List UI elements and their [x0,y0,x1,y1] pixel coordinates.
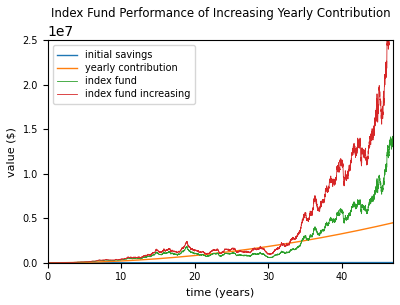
index fund [47,261,52,264]
yearly contribution [218,251,223,255]
yearly contribution [187,254,192,258]
index fund [218,254,223,258]
index fund [338,208,343,211]
yearly contribution [377,224,382,228]
initial savings [187,261,192,264]
initial savings [45,261,50,264]
yearly contribution [391,221,396,224]
Title: Index Fund Performance of Increasing Yearly Contribution: Index Fund Performance of Increasing Yea… [50,7,390,20]
index fund increasing [47,261,52,264]
index fund [84,260,88,264]
index fund increasing [391,8,396,11]
index fund [377,178,382,182]
index fund [45,261,50,264]
index fund [391,136,396,140]
index fund increasing [45,261,50,264]
index fund increasing [331,181,336,185]
index fund increasing [377,94,382,97]
X-axis label: time (years): time (years) [186,288,254,298]
Line: index fund: index fund [48,136,393,263]
initial savings [84,261,88,264]
initial savings [218,261,223,264]
index fund increasing [84,260,88,264]
initial savings [391,261,396,264]
yearly contribution [84,260,88,264]
Line: index fund increasing: index fund increasing [48,5,393,263]
yearly contribution [45,261,50,265]
initial savings [338,261,343,264]
initial savings [331,261,336,264]
Line: yearly contribution: yearly contribution [48,223,393,263]
Y-axis label: value ($): value ($) [7,127,17,177]
initial savings [377,261,382,264]
index fund increasing [390,3,395,7]
index fund [187,249,192,252]
index fund increasing [338,158,343,162]
index fund increasing [218,251,223,255]
Legend: initial savings, yearly contribution, index fund, index fund increasing: initial savings, yearly contribution, in… [52,45,195,104]
index fund [331,219,336,223]
yearly contribution [338,232,343,236]
index fund increasing [187,245,192,248]
yearly contribution [331,234,336,237]
index fund [390,135,395,138]
